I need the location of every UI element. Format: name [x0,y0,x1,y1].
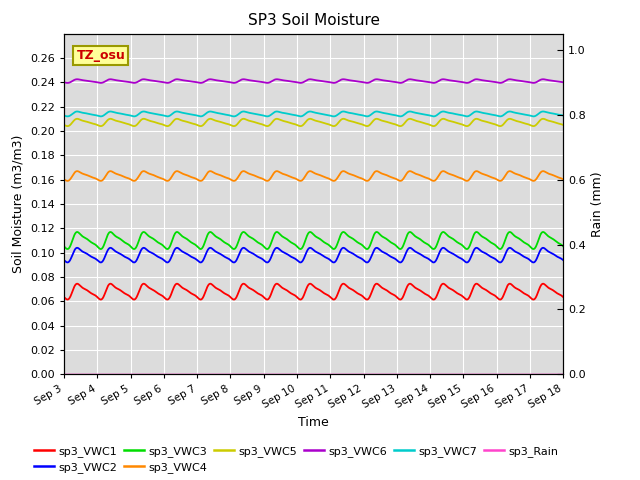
X-axis label: Time: Time [298,416,329,429]
Y-axis label: Rain (mm): Rain (mm) [591,171,604,237]
Text: TZ_osu: TZ_osu [77,49,125,62]
Y-axis label: Soil Moisture (m3/m3): Soil Moisture (m3/m3) [12,135,24,273]
Legend: sp3_VWC1, sp3_VWC2, sp3_VWC3, sp3_VWC4, sp3_VWC5, sp3_VWC6, sp3_VWC7, sp3_Rain: sp3_VWC1, sp3_VWC2, sp3_VWC3, sp3_VWC4, … [29,441,563,478]
Title: SP3 Soil Moisture: SP3 Soil Moisture [248,13,380,28]
